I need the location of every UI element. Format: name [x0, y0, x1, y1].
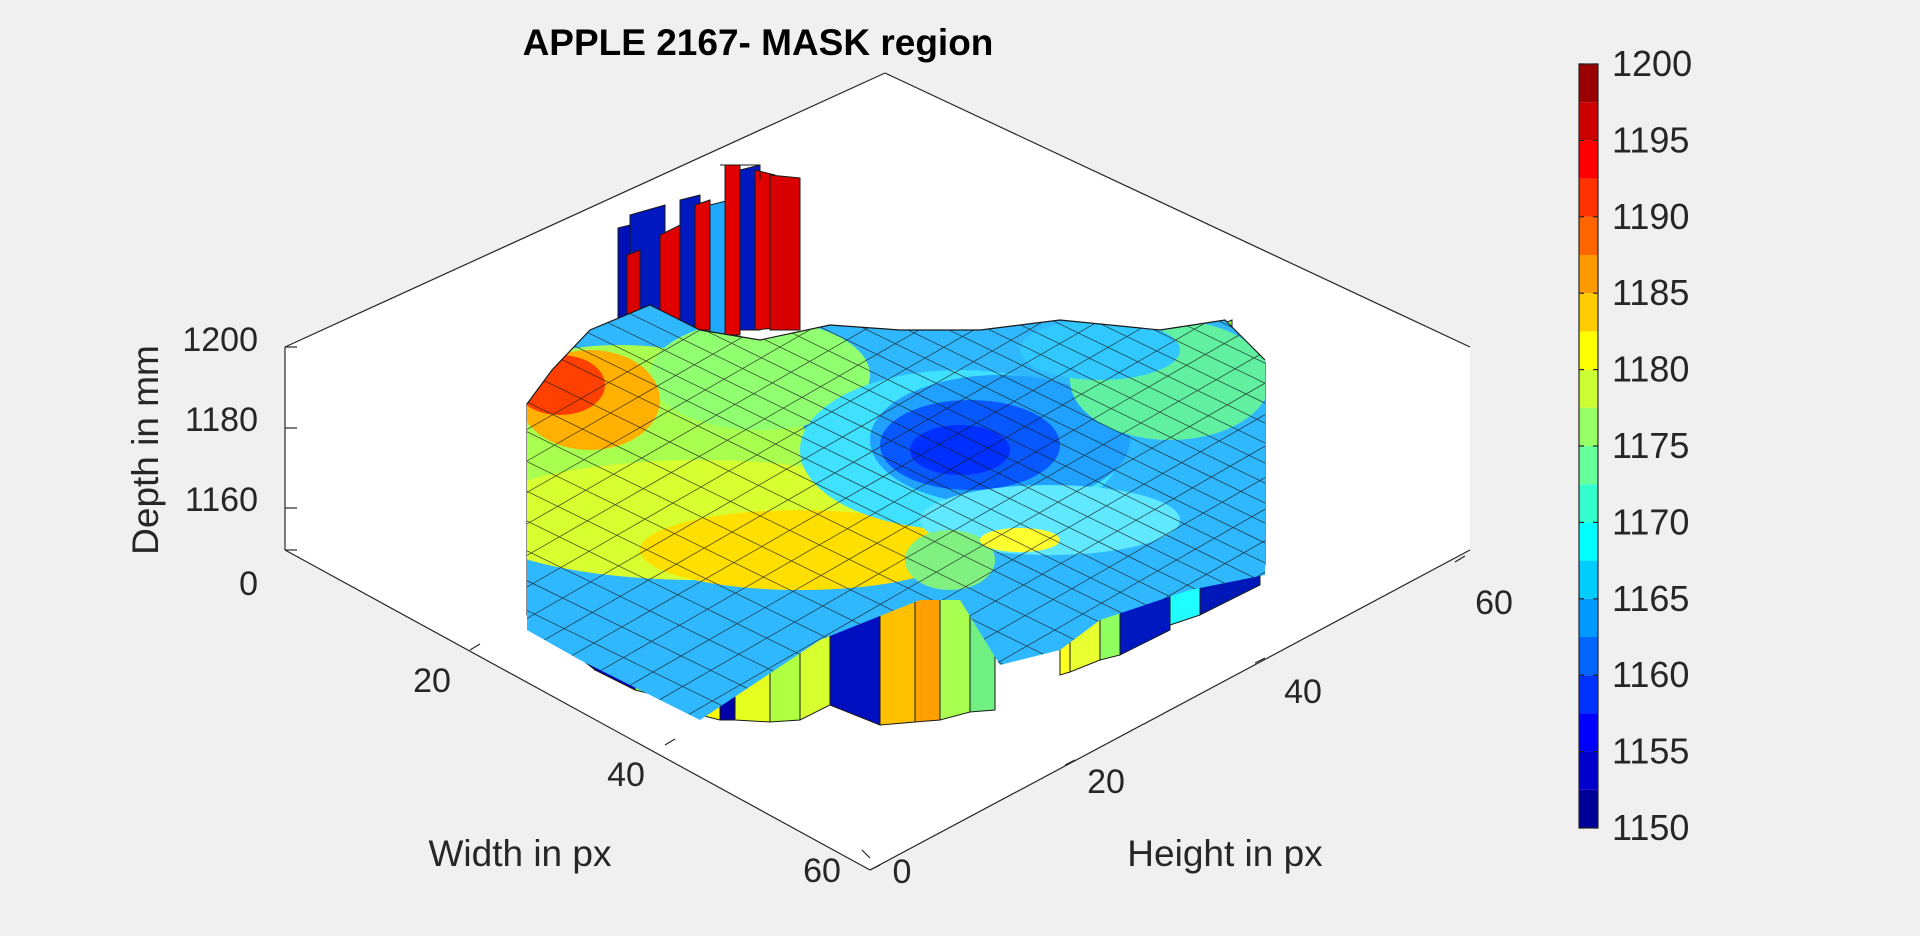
x-axis-label: Width in px: [428, 833, 612, 874]
colorbar-bands: [1579, 64, 1598, 828]
colorbar-band: [1579, 255, 1598, 294]
colorbar-band: [1579, 293, 1598, 332]
colorbar-tick-label: 1200: [1612, 43, 1692, 84]
colorbar-tick-label: 1160: [1612, 654, 1689, 695]
colorbar-band: [1579, 637, 1598, 676]
colorbar-band: [1579, 102, 1598, 141]
colorbar-tick-label: 1195: [1612, 119, 1689, 160]
x-tick-label: 40: [607, 756, 645, 794]
y-tick-label: 60: [1475, 584, 1513, 622]
axis-lines: [284, 72, 1471, 871]
colorbar-tick-label: 1190: [1612, 196, 1689, 237]
colorbar-tick-label: 1175: [1612, 425, 1689, 466]
z-tick-label: 1180: [185, 401, 258, 439]
colorbar-band: [1579, 560, 1598, 599]
colorbar-band: [1579, 140, 1598, 179]
colorbar-band: [1579, 64, 1598, 103]
colorbar-band: [1579, 369, 1598, 408]
y-axis: 0 20 40 60 Height in px: [893, 584, 1513, 891]
z-tick-label: 0: [239, 565, 258, 603]
axis-tick-marks: [285, 346, 1466, 871]
z-axis: 1200 1180 1160 0 Depth in mm: [125, 321, 258, 603]
colorbar-band: [1579, 331, 1598, 370]
colorbar-band: [1579, 522, 1598, 561]
x-tick-label: 60: [803, 852, 841, 890]
z-tick-label: 1200: [182, 321, 258, 359]
surface-top: [526, 304, 1266, 720]
z-tick-label: 1160: [185, 481, 258, 519]
x-axis: 20 40 60 Width in px: [413, 662, 841, 890]
chart-title: APPLE 2167- MASK region: [523, 22, 994, 63]
x-tick-label: 20: [413, 662, 451, 700]
y-tick-label: 40: [1284, 673, 1322, 711]
colorbar-band: [1579, 675, 1598, 714]
colorbar-band: [1579, 751, 1598, 790]
colorbar-band: [1579, 789, 1598, 828]
z-axis-label: Depth in mm: [125, 345, 166, 555]
y-tick-label: 20: [1087, 763, 1125, 801]
colorbar-tick-label: 1185: [1612, 272, 1689, 313]
colorbar-band: [1579, 484, 1598, 523]
colorbar-band: [1579, 598, 1598, 637]
colorbar-band: [1579, 713, 1598, 752]
colorbar-tick-label: 1180: [1612, 349, 1689, 390]
colorbar-band: [1579, 446, 1598, 485]
colorbar-tick-label: 1170: [1612, 501, 1689, 542]
colorbar-ticks: 1150 1155 1160 1165 1170 1175 1180 1185 1190 1195…: [1579, 43, 1692, 848]
y-tick-label: 0: [893, 853, 912, 891]
colorbar-band: [1579, 407, 1598, 446]
colorbar-band: [1579, 178, 1598, 217]
colorbar-band: [1579, 216, 1598, 255]
colorbar: 1150 1155 1160 1165 1170 1175 1180 1185 1190 1195…: [1578, 43, 1692, 848]
y-axis-label: Height in px: [1127, 833, 1323, 874]
colorbar-tick-label: 1150: [1612, 807, 1689, 848]
colorbar-tick-label: 1155: [1612, 731, 1689, 772]
colorbar-tick-label: 1165: [1612, 578, 1689, 619]
